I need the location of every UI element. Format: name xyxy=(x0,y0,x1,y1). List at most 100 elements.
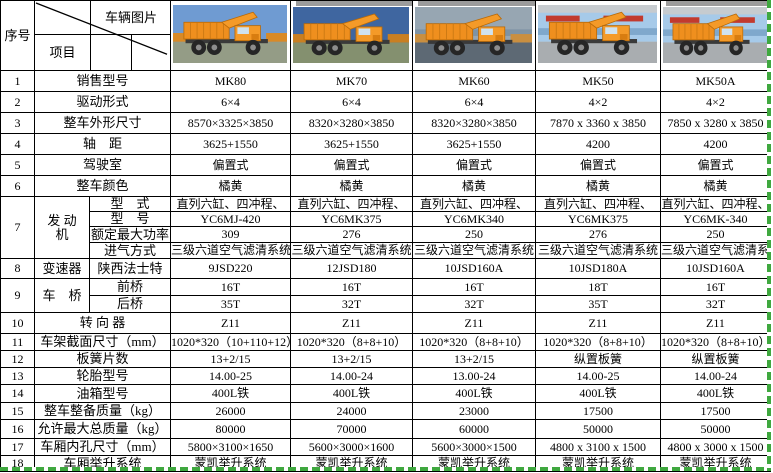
row-number: 13 xyxy=(0,367,35,385)
spec-value: 400L铁 xyxy=(535,384,661,403)
spec-value: 60000 xyxy=(412,419,536,439)
table-row: 9 车 桥 前桥 16T 16T 16T 18T 16T xyxy=(0,278,771,313)
row-label: 转 向 器 xyxy=(34,312,171,334)
corner-divider-v1 xyxy=(90,1,91,70)
spec-value: 7850 x 3280 x 3850 xyxy=(660,112,771,134)
corner-divider-v2 xyxy=(131,34,132,70)
photo-cell-mk60 xyxy=(412,0,536,71)
truck-photo-icon xyxy=(415,7,532,63)
spec-value: 三级六道空气滤清系统 xyxy=(170,242,291,259)
photo-cell-mk80 xyxy=(170,0,291,71)
spec-value: 8320×3280×3850 xyxy=(412,112,536,134)
spec-value: 直列六缸、四冲程、 xyxy=(660,196,771,212)
table-row: 8 变速器 陕西法士特 9JSD220 12JSD180 10JSD160A 1… xyxy=(0,258,771,279)
row-label: 油箱型号 xyxy=(34,384,171,403)
spec-value: 5600×3000×1500 xyxy=(412,438,536,456)
spec-value: YC6MK-340 xyxy=(660,211,771,227)
spec-value: 50000 xyxy=(660,419,771,439)
spec-value: 橘黄 xyxy=(535,175,661,197)
spec-value: 6×4 xyxy=(170,91,291,113)
spec-value: 1020*320（8+8+10） xyxy=(290,333,413,351)
truck-photo-mk70 xyxy=(293,7,409,63)
truck-photo-icon xyxy=(293,7,409,63)
spec-value: 三级六道空气滤清系统 xyxy=(412,242,536,259)
spec-value: 10JSD180A xyxy=(535,258,661,279)
spec-value: 10JSD160A xyxy=(660,258,771,279)
spec-value: 纵置板簧 xyxy=(660,350,771,368)
spec-value: 1020*320（10+110+12） xyxy=(170,333,291,351)
table-row: 16 允许最大总质量（kg） 80000 70000 60000 50000 5… xyxy=(0,419,771,439)
truck-photo-icon xyxy=(663,7,767,63)
spec-value: 1020*320（8+8+10） xyxy=(412,333,536,351)
truck-photo-icon xyxy=(173,5,287,63)
spec-value: 5600×3000×1600 xyxy=(290,438,413,456)
spec-value: 50000 xyxy=(535,419,661,439)
photo-cell-mk50a xyxy=(660,0,771,71)
spec-value: 13.00-24 xyxy=(412,367,536,385)
row-number: 2 xyxy=(0,91,35,113)
photo-cell-mk70 xyxy=(290,0,413,71)
row-label: 整车整备质量（kg） xyxy=(34,402,171,420)
row-number: 8 xyxy=(0,258,35,279)
table-row: 额定最大功率 309 276 250 276 250 xyxy=(1,226,771,243)
spec-value: 偏置式 xyxy=(535,154,661,176)
truck-photo-mk60 xyxy=(415,7,532,63)
row-label: 整车外形尺寸 xyxy=(34,112,171,134)
spec-value: 80000 xyxy=(170,419,291,439)
table-row: 7 发 动 机 型 式 直列六缸、四冲程、 直列六缸、四冲程、 直列六缸、四冲程… xyxy=(0,196,771,259)
spec-value: Z11 xyxy=(290,312,413,334)
spec-value: 6×4 xyxy=(412,91,536,113)
spec-value: 4200 xyxy=(660,133,771,155)
table-row: 5 驾驶室 偏置式 偏置式 偏置式 偏置式 偏置式 xyxy=(0,154,771,176)
spec-value: 5800×3100×1650 xyxy=(170,438,291,456)
sub-label: 前桥 xyxy=(89,278,171,296)
row-number: 16 xyxy=(0,419,35,439)
spec-value: 4×2 xyxy=(535,91,661,113)
spec-value: 直列六缸、四冲程、 xyxy=(290,196,413,212)
row-label: 变速器 xyxy=(34,258,90,279)
row-label: 车架截面尺寸（mm） xyxy=(34,333,171,351)
row-number: 4 xyxy=(0,133,35,155)
row-label: 板簧片数 xyxy=(34,350,171,368)
spec-value: 偏置式 xyxy=(412,154,536,176)
spec-value: 32T xyxy=(660,295,771,313)
row-number: 5 xyxy=(0,154,35,176)
spec-value: YC6MK375 xyxy=(290,211,413,227)
row-number: 9 xyxy=(0,278,35,313)
spec-value: 276 xyxy=(290,226,413,243)
spec-value: 400L铁 xyxy=(660,384,771,403)
spec-value: 400L铁 xyxy=(290,384,413,403)
spec-value: 32T xyxy=(290,295,413,313)
spec-value: 18T xyxy=(535,278,661,296)
spec-value: 3625+1550 xyxy=(290,133,413,155)
spec-value: 8320×3280×3850 xyxy=(290,112,413,134)
row-label: 销售型号 xyxy=(34,70,171,92)
spec-value: 14.00-25 xyxy=(535,367,661,385)
photo-shadow xyxy=(666,1,770,6)
diagonal-line xyxy=(35,2,168,55)
table-row: 12 板簧片数 13+2/15 13+2/15 13+2/15 纵置板簧 纵置板… xyxy=(0,350,771,368)
row-number: 7 xyxy=(0,196,35,259)
photo-shadow xyxy=(296,1,412,6)
spec-value: 直列六缸、四冲程、 xyxy=(412,196,536,212)
row-label-engine: 发 动 机 xyxy=(34,196,90,259)
photos-header-label: 车辆图片 xyxy=(104,9,157,25)
corner-serial-label: 序号 xyxy=(0,0,35,71)
row-label-axle: 车 桥 xyxy=(34,278,90,313)
spec-value: 23000 xyxy=(412,402,536,420)
truck-photo-mk50a xyxy=(663,7,767,63)
spec-value: 14.00-24 xyxy=(660,367,771,385)
row-label: 驾驶室 xyxy=(34,154,171,176)
spec-value: 6×4 xyxy=(290,91,413,113)
spec-value: 偏置式 xyxy=(290,154,413,176)
spec-value: 橘黄 xyxy=(412,175,536,197)
table-row: 17 车厢内孔尺寸（mm） 5800×3100×1650 5600×3000×1… xyxy=(0,438,771,456)
spec-value: 17500 xyxy=(535,402,661,420)
row-number: 12 xyxy=(0,350,35,368)
spec-value: YC6MJ-420 xyxy=(170,211,291,227)
spec-value: 8570×3325×3850 xyxy=(170,112,291,134)
corner-diagonal-cell: 车辆图片 项目 xyxy=(34,0,171,71)
spec-value: Z11 xyxy=(660,312,771,334)
